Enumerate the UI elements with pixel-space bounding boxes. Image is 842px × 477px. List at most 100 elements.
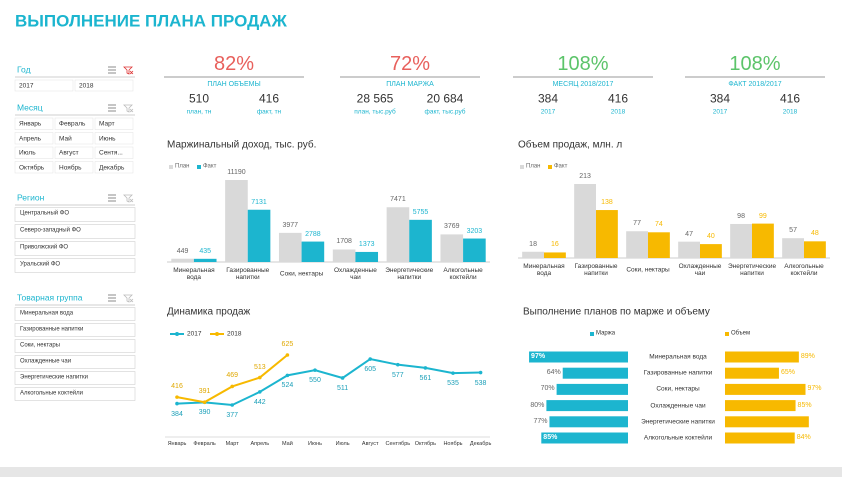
data-label: 84%	[796, 434, 811, 442]
data-label: 561	[419, 375, 432, 383]
kpi-number: 28 565	[356, 91, 394, 106]
multi-select-icon[interactable]	[108, 104, 116, 112]
slicer-item[interactable]	[94, 161, 134, 174]
data-label: 3203	[466, 227, 483, 235]
slicer-item[interactable]	[14, 207, 136, 222]
category-label: Энергетические напитки	[385, 266, 434, 281]
data-label: 74	[655, 221, 663, 229]
legend-label: Маржа	[596, 330, 616, 337]
bar	[574, 184, 596, 258]
bar	[626, 231, 648, 258]
bar	[193, 258, 217, 262]
slicer-item-label: Апрель	[19, 134, 42, 142]
slicer-item-label: Соки, нектары	[20, 342, 60, 349]
slicer-item[interactable]	[14, 146, 54, 159]
slicer-item[interactable]	[14, 371, 136, 385]
point	[230, 403, 234, 407]
kpi-number: 20 684	[426, 91, 464, 106]
kpi-label: ПЛАН МАРЖА	[386, 81, 434, 89]
clear-filter-icon[interactable]	[123, 194, 134, 203]
bar	[171, 258, 194, 262]
slicer-item[interactable]	[14, 355, 136, 369]
data-label: 97%	[531, 353, 546, 361]
slicer-item[interactable]	[14, 387, 136, 401]
kpi-number: 384	[709, 91, 731, 106]
slicer-item[interactable]	[14, 132, 54, 145]
line	[176, 357, 481, 407]
page-title: ВЫПОЛНЕНИЕ ПЛАНА ПРОДАЖ	[15, 11, 287, 31]
clear-filter-icon[interactable]	[123, 104, 134, 113]
slicer-item[interactable]	[14, 79, 74, 92]
bar	[440, 234, 464, 262]
clear-filter-icon[interactable]	[123, 294, 134, 303]
kpi-value: 72%	[389, 53, 431, 75]
bar	[725, 367, 779, 379]
multi-select-icon[interactable]	[108, 66, 116, 74]
slicer-item[interactable]	[14, 241, 136, 256]
data-label: 18	[529, 240, 537, 248]
slicer-item[interactable]	[74, 79, 134, 92]
category-label: Соки, нектары	[279, 270, 324, 278]
data-label: 77	[633, 220, 641, 228]
data-label: 89%	[800, 353, 815, 361]
slicer-item[interactable]	[54, 161, 94, 174]
slicer-item[interactable]	[14, 307, 136, 321]
slicer-item-label: Март	[99, 120, 115, 128]
footer-band	[0, 467, 842, 477]
legend-label: 2017	[187, 330, 202, 338]
slicer-title: Год	[17, 64, 31, 75]
slicer-item[interactable]	[94, 117, 134, 130]
slicer-item[interactable]	[14, 258, 136, 273]
data-label: 524	[281, 382, 294, 390]
data-label: 416	[171, 383, 183, 391]
category-label: Охлажденные чаи	[650, 402, 706, 410]
slicer-item[interactable]	[94, 146, 134, 159]
slicer-item[interactable]	[54, 146, 94, 159]
x-tick-label: Июль	[335, 440, 350, 447]
data-label: 538	[474, 379, 487, 387]
data-label: 550	[309, 377, 321, 385]
data-label: 98	[737, 213, 745, 221]
slicer-item[interactable]	[14, 339, 136, 353]
kpi-value: 108%	[557, 53, 609, 75]
kpi-number: 384	[537, 91, 559, 106]
bar	[332, 249, 356, 262]
multi-select-icon[interactable]	[108, 294, 116, 302]
data-label: 97%	[807, 385, 822, 393]
slicer-item[interactable]	[54, 117, 94, 130]
x-tick-label: Июнь	[308, 440, 322, 447]
clear-filter-icon[interactable]	[123, 66, 134, 75]
slicer-item[interactable]	[14, 161, 54, 174]
legend-label: План	[526, 163, 541, 170]
kpi-number: 416	[258, 91, 280, 106]
bar	[522, 251, 544, 258]
data-label: 469	[226, 372, 239, 380]
slicer-item[interactable]	[14, 117, 54, 130]
bar	[278, 232, 302, 262]
bar	[355, 251, 379, 262]
data-label: 64%	[546, 369, 561, 377]
category-label: Алкогольные коктейли	[784, 262, 824, 277]
kpi-label: ПЛАН ОБЪЕМЫ	[207, 81, 261, 89]
legend-swatch	[548, 165, 552, 169]
data-label: 435	[199, 247, 212, 255]
data-label: 513	[253, 363, 266, 371]
point	[285, 373, 290, 378]
slicer-item[interactable]	[14, 224, 136, 239]
legend-label: План	[175, 163, 190, 170]
slicer-item[interactable]	[54, 132, 94, 145]
slicer-item[interactable]	[94, 132, 134, 145]
legend-label: Объем	[731, 330, 751, 337]
bar	[546, 400, 628, 412]
data-label: 85%	[797, 401, 812, 409]
data-label: 535	[447, 380, 459, 388]
kpi-number: 416	[607, 91, 629, 106]
x-tick-label: Ноябрь	[443, 440, 463, 447]
data-label: 391	[198, 388, 211, 396]
multi-select-icon[interactable]	[108, 194, 116, 202]
kpi-sub-label: факт, тыс.руб	[424, 108, 466, 116]
legend-swatch	[169, 165, 173, 169]
slicer-item[interactable]	[14, 323, 136, 337]
data-label: 449	[176, 247, 189, 255]
